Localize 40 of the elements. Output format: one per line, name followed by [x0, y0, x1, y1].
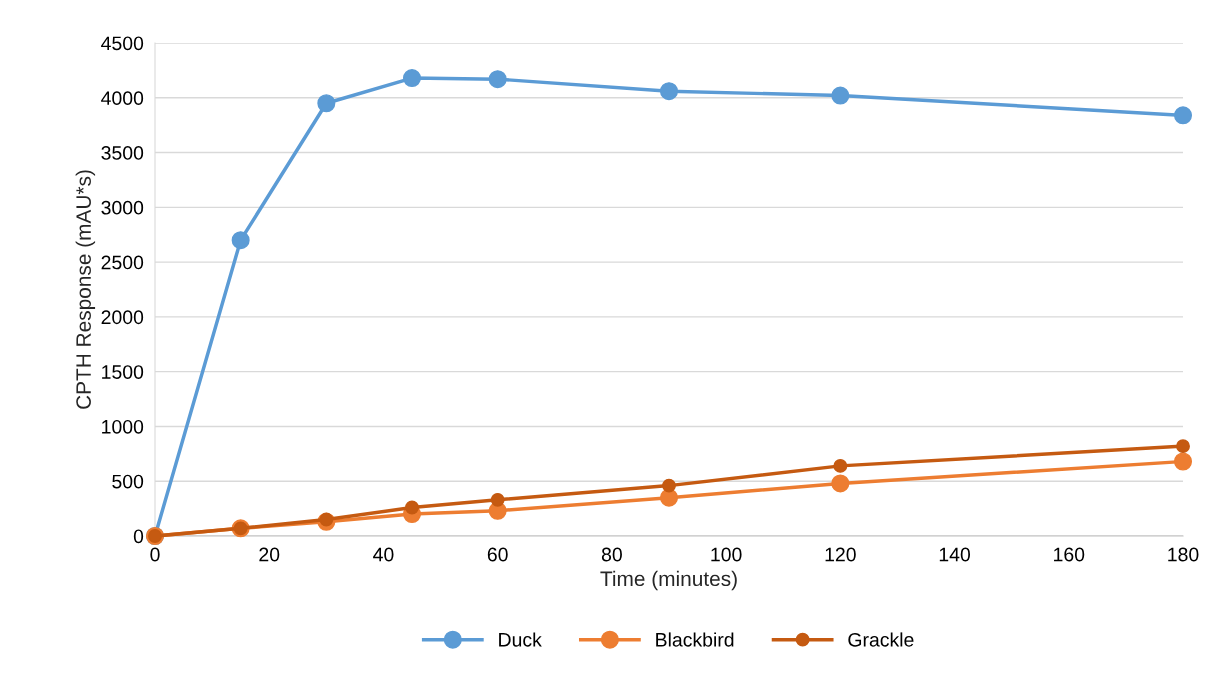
- y-tick-label: 2000: [101, 310, 144, 325]
- point: [1176, 439, 1190, 454]
- y-tick-label: 3500: [101, 146, 144, 160]
- y-tick-label: 1500: [102, 365, 144, 379]
- y-tick-label: 4000: [101, 91, 144, 106]
- point: [317, 94, 336, 113]
- point: [1173, 452, 1193, 471]
- point: [488, 70, 507, 89]
- point: [659, 82, 679, 101]
- x-tick-label: 60: [487, 547, 508, 562]
- point: [405, 500, 419, 515]
- y-tick-label: 0: [133, 529, 144, 544]
- x-tick-label: 0: [150, 547, 160, 562]
- x-tick-label: 180: [1168, 547, 1199, 562]
- x-tick-label: 120: [825, 547, 856, 562]
- point: [490, 492, 505, 507]
- x-tick-label: 80: [601, 547, 622, 562]
- point: [831, 86, 850, 105]
- point: [319, 512, 334, 527]
- legend-label: Blackbird: [656, 632, 734, 647]
- x-tick-label: 40: [373, 547, 394, 562]
- y-axis-title: CPTH Response (mAU*s): [75, 170, 96, 409]
- point: [1173, 106, 1193, 125]
- y-tick-label: 4500: [101, 36, 144, 51]
- x-axis-title: Time (minutes): [600, 570, 737, 591]
- x-tick-label: 160: [1054, 547, 1085, 562]
- y-tick-label: 3000: [101, 200, 144, 215]
- x-tick-label: 20: [259, 547, 280, 562]
- y-tick-label: 2500: [101, 255, 144, 270]
- y-tick-label: 1000: [102, 419, 144, 434]
- point: [662, 478, 676, 493]
- point: [231, 231, 250, 250]
- x-tick-label: 100: [711, 547, 742, 562]
- x-tick-label: 140: [939, 547, 971, 562]
- point: [402, 69, 422, 88]
- point: [831, 474, 850, 493]
- legend-label: Duck: [499, 632, 542, 647]
- legend-label: Grackle: [848, 632, 914, 647]
- point: [833, 458, 848, 473]
- y-tick-label: 500: [112, 474, 144, 489]
